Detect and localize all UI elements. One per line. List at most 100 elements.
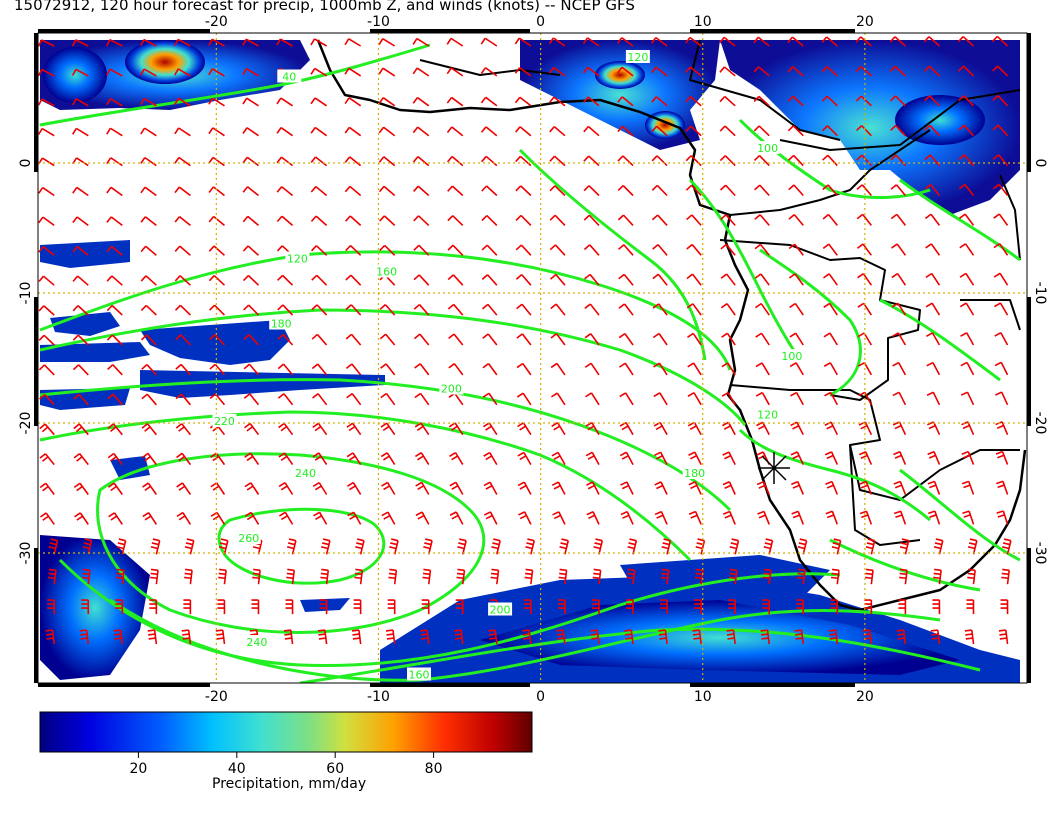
wind-barb [755,332,770,346]
wind-barb [448,363,464,376]
wind-barb [859,480,873,495]
wind-barb [932,599,941,615]
wind-barb [556,629,566,645]
wind-barb [105,68,123,77]
contour-label-bg [285,251,310,265]
wind-barb [379,304,396,316]
wind-barb [351,629,362,645]
wind-barb [72,245,89,256]
wind-barb [821,65,838,77]
wind-barb [797,538,808,555]
wind-barb [242,156,259,167]
wind-barb [208,275,225,286]
contour-label: 160 [409,669,430,682]
wind-barb [618,362,634,376]
wind-barb [142,512,158,525]
wind-barb [620,481,634,495]
wind-barb [174,304,191,316]
wind-barb [174,156,191,167]
wind-barb [651,214,668,226]
wind-barb [617,214,634,226]
wind-barb [548,66,566,77]
wind-barb [791,510,805,525]
wind-barb [39,453,55,466]
wind-barb [688,451,702,465]
wind-barb [958,154,975,167]
wind-barb [107,452,123,466]
wind-barb [415,481,430,495]
wind-barb [346,452,362,466]
wind-barb [482,392,498,406]
wind-barb [959,302,975,316]
wind-barb [421,599,430,615]
wind-barb [788,273,804,286]
wind-barb [927,480,941,495]
wind-barb [551,481,566,495]
wind-barb [890,154,907,167]
wind-barb [276,186,294,197]
wind-barb [728,568,738,585]
wind-barb [891,302,907,316]
wind-barb [106,127,123,137]
wind-barb [317,629,328,645]
contour-label-bg [439,381,464,395]
wind-barb [583,155,600,167]
wind-barb [345,274,362,286]
wind-barb [515,155,532,167]
wind-barb [831,538,842,555]
wind-barb [414,422,430,436]
wind-barb [890,213,907,226]
wind-barb [651,36,668,47]
wind-barb [47,568,57,585]
wind-barb [490,568,500,585]
wind-barb [524,568,534,585]
wind-barb [593,538,604,555]
wind-barb [515,126,532,137]
contour-label: 240 [246,636,267,649]
axis-tick-label: -10 [1032,282,1048,305]
contour-label: 120 [287,253,308,266]
wind-barb [252,568,261,585]
wind-barb [858,451,873,465]
wind-barb [898,599,907,615]
contour-label: 180 [684,467,705,480]
wind-barb [140,304,157,316]
wind-barb [858,391,873,406]
wind-barb [491,538,501,555]
wind-barb [208,68,225,77]
wind-barb [242,67,259,77]
wind-barb [277,333,294,346]
wind-barb [522,629,532,645]
wind-barb [651,125,668,137]
wind-barb [617,66,634,77]
wind-barb [174,186,191,197]
wind-barb [346,422,362,436]
wind-barb [208,127,225,137]
wind-barb [481,274,498,286]
wind-barb [140,275,157,286]
wind-barb [515,244,532,256]
wind-barb [926,421,941,436]
wind-barb [312,452,328,466]
wind-barb [960,361,975,376]
axis-tick-label: 0 [1032,159,1048,168]
wind-barb [378,156,396,167]
wind-barb [549,185,566,197]
wind-barb [310,126,328,137]
wind-barb [899,568,908,585]
wind-barb [796,568,806,585]
wind-barb [448,333,464,346]
wind-barb [217,599,226,615]
wind-barb [855,95,872,107]
wind-barb [174,215,191,227]
wind-barb [480,67,498,77]
wind-barb [140,97,157,107]
wind-barb [558,568,568,585]
wind-barb [958,95,975,107]
wind-barb [209,334,226,346]
wind-barb [174,127,191,137]
wind-barb [787,36,804,47]
wind-barb [753,95,770,107]
wind-barb [72,364,89,376]
axis-tick-label: -20 [18,412,34,435]
